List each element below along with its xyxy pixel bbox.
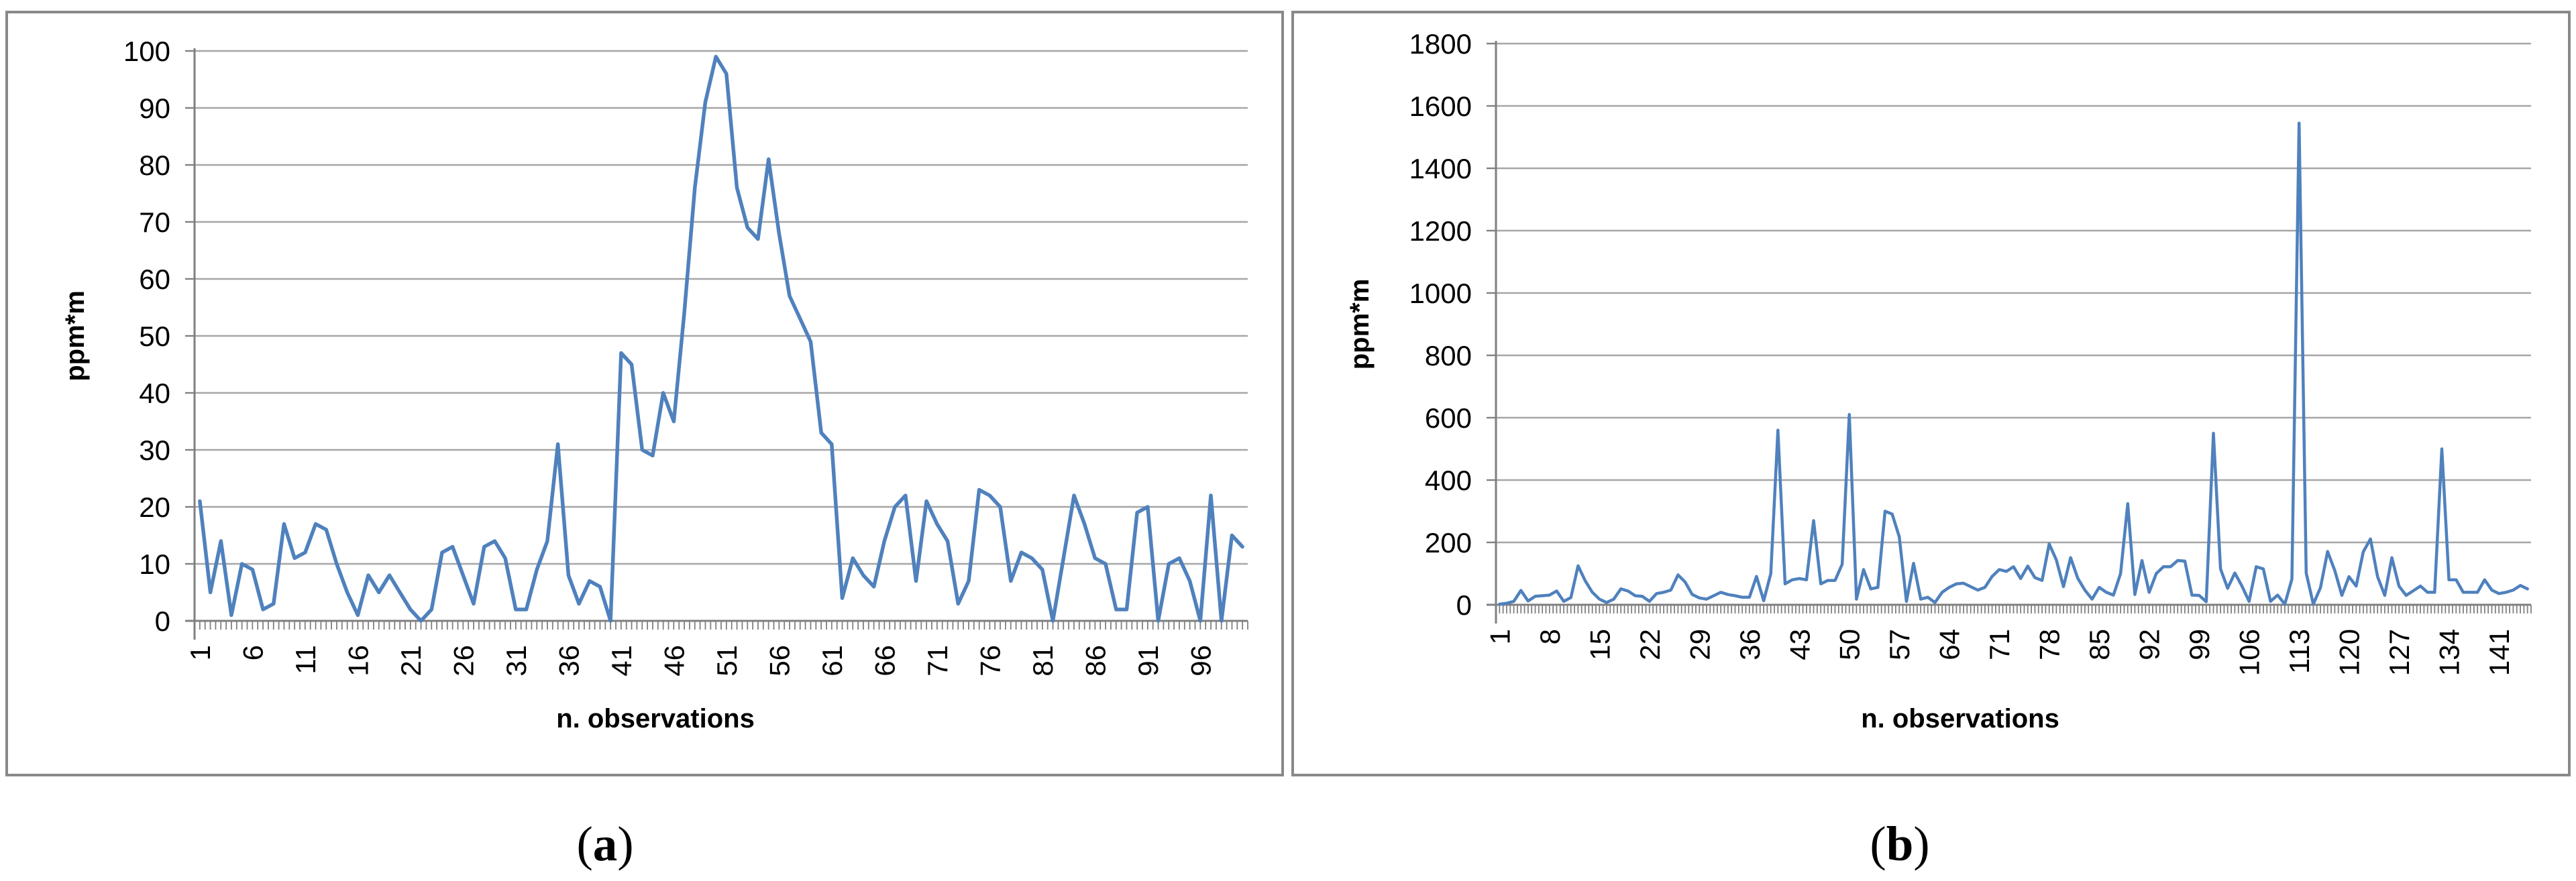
x-tick-label: 86	[1079, 645, 1111, 677]
y-tick-label: 1200	[1409, 215, 1472, 247]
x-tick-label: 71	[922, 645, 953, 677]
chart-panel-b	[1291, 11, 2571, 776]
y-tick-label: 600	[1425, 402, 1472, 434]
x-tick-label: 50	[1834, 629, 1866, 660]
x-tick-label: 71	[1984, 629, 2015, 660]
x-axis-title: n. observations	[556, 704, 755, 733]
x-tick-label: 120	[2334, 629, 2365, 676]
x-axis-title: n. observations	[1861, 704, 2059, 733]
x-tick-label: 1	[1484, 629, 1515, 644]
x-tick-label: 78	[2034, 629, 2065, 660]
x-tick-label: 8	[1534, 629, 1566, 644]
y-tick-label: 1800	[1409, 28, 1472, 60]
x-tick-label: 41	[606, 645, 637, 677]
y-tick-label: 800	[1425, 340, 1472, 371]
x-tick-label: 96	[1185, 645, 1216, 677]
caption-a-letter: a	[592, 817, 618, 871]
y-tick-label: 100	[123, 36, 170, 67]
x-tick-label: 134	[2434, 629, 2465, 676]
x-tick-label: 61	[816, 645, 848, 677]
caption-a-open: (	[576, 817, 593, 871]
caption-a-close: )	[617, 817, 634, 871]
x-tick-label: 91	[1132, 645, 1164, 677]
caption-b: (b)	[1870, 807, 1929, 881]
series-line	[1498, 121, 2529, 606]
x-tick-label: 15	[1584, 629, 1615, 660]
x-tick-label: 92	[2134, 629, 2165, 660]
y-tick-label: 200	[1425, 527, 1472, 559]
y-tick-label: 0	[155, 605, 170, 637]
x-tick-label: 46	[658, 645, 690, 677]
y-tick-label: 400	[1425, 465, 1472, 496]
y-tick-label: 1400	[1409, 153, 1472, 184]
x-tick-label: 99	[2184, 629, 2215, 660]
x-tick-label: 76	[974, 645, 1006, 677]
x-tick-label: 113	[2284, 629, 2315, 674]
x-tick-label: 81	[1027, 645, 1059, 677]
y-tick-label: 0	[1456, 589, 1472, 621]
caption-b-close: )	[1913, 817, 1930, 871]
x-tick-label: 66	[869, 645, 900, 677]
series-line	[198, 54, 1244, 623]
x-tick-label: 57	[1884, 629, 1915, 660]
x-tick-label: 64	[1934, 629, 1966, 660]
x-tick-label: 43	[1784, 629, 1815, 660]
x-tick-label: 22	[1634, 629, 1666, 660]
x-tick-label: 36	[553, 645, 584, 677]
caption-b-letter: b	[1886, 817, 1914, 871]
caption-a: (a)	[576, 807, 633, 881]
x-tick-label: 31	[500, 645, 532, 677]
y-axis-title: ppm*m	[1345, 279, 1375, 370]
caption-b-open: (	[1870, 817, 1886, 871]
x-tick-label: 51	[711, 645, 743, 677]
x-tick-label: 16	[342, 645, 374, 677]
x-tick-label: 11	[290, 645, 321, 674]
x-tick-label: 141	[2483, 629, 2515, 676]
y-tick-label: 90	[139, 93, 170, 124]
y-tick-label: 10	[139, 548, 170, 580]
y-tick-label: 50	[139, 320, 170, 352]
x-tick-label: 26	[447, 645, 479, 677]
x-tick-label: 36	[1734, 629, 1766, 660]
x-tick-label: 1	[184, 645, 216, 660]
y-tick-label: 1600	[1409, 91, 1472, 122]
y-tick-label: 60	[139, 263, 170, 295]
y-tick-label: 30	[139, 434, 170, 466]
x-tick-label: 85	[2084, 629, 2115, 660]
y-tick-label: 20	[139, 491, 170, 523]
x-tick-label: 29	[1684, 629, 1715, 660]
x-tick-label: 127	[2383, 629, 2415, 676]
x-tick-label: 21	[395, 645, 427, 677]
y-tick-label: 1000	[1409, 278, 1472, 309]
y-tick-label: 80	[139, 150, 170, 181]
x-tick-label: 56	[763, 645, 795, 677]
x-tick-label: 106	[2234, 629, 2265, 676]
x-tick-label: 6	[237, 645, 268, 660]
y-tick-label: 40	[139, 377, 170, 409]
y-tick-label: 70	[139, 207, 170, 238]
y-axis-title: ppm*m	[60, 290, 90, 381]
